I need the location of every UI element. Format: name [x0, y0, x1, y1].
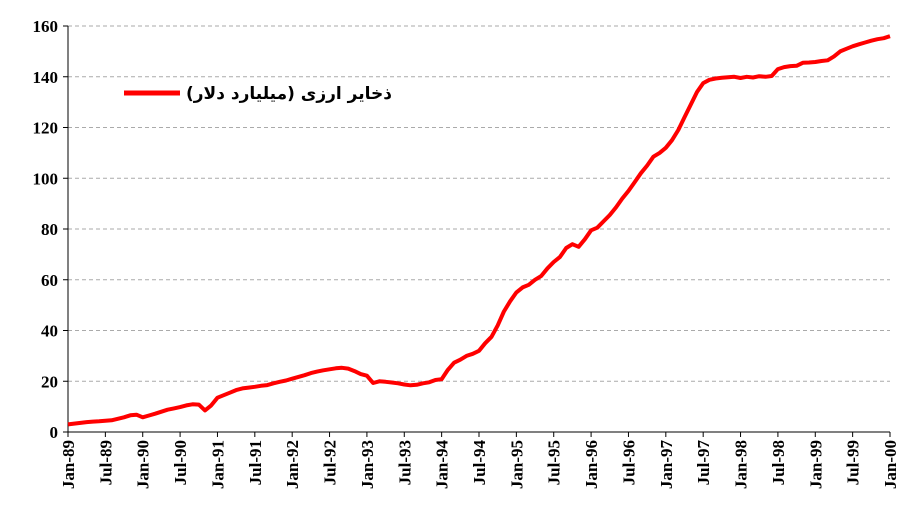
x-tick-label: Jul-97	[694, 440, 713, 486]
x-tick-label: Jan-97	[657, 440, 676, 490]
x-tick-label: Jan-00	[881, 440, 900, 489]
y-tick-label: 80	[41, 220, 58, 239]
y-tick-label: 40	[41, 322, 58, 341]
x-tick-label: Jul-92	[321, 440, 340, 485]
x-tick-label: Jul-90	[171, 440, 190, 485]
y-tick-label: 60	[41, 271, 58, 290]
x-tick-label: Jul-93	[395, 440, 414, 485]
x-tick-label: Jan-99	[806, 440, 825, 489]
y-tick-label: 120	[33, 119, 59, 138]
y-tick-label: 160	[33, 17, 59, 36]
series-line	[67, 34, 891, 427]
y-tick-label: 140	[33, 68, 59, 87]
y-tick-label: 0	[50, 423, 59, 442]
x-tick-label: Jan-92	[283, 440, 302, 489]
x-tick-label: Jul-89	[96, 440, 115, 485]
x-tick-label: Jul-95	[545, 440, 564, 485]
x-tick-label: Jan-96	[582, 440, 601, 489]
x-tick-label: Jan-90	[134, 440, 153, 489]
y-tick-label: 20	[41, 372, 58, 391]
x-tick-label: Jul-99	[844, 440, 863, 485]
x-tick-label: Jan-89	[59, 440, 78, 489]
x-tick-label: Jan-98	[732, 440, 751, 489]
x-tick-label: Jul-96	[619, 440, 638, 485]
x-tick-label: Jan-94	[433, 440, 452, 490]
x-tick-label: Jul-94	[470, 440, 489, 486]
x-tick-label: Jan-93	[358, 440, 377, 489]
x-tick-label: Jul-98	[769, 440, 788, 485]
x-tick-label: Jul-91	[246, 440, 265, 485]
x-tick-label: Jan-95	[507, 440, 526, 489]
y-tick-label: 100	[33, 169, 59, 188]
legend-text: ذخایر ارزی (میلیارد دلار)	[186, 84, 392, 104]
x-tick-label: Jan-91	[208, 440, 227, 489]
